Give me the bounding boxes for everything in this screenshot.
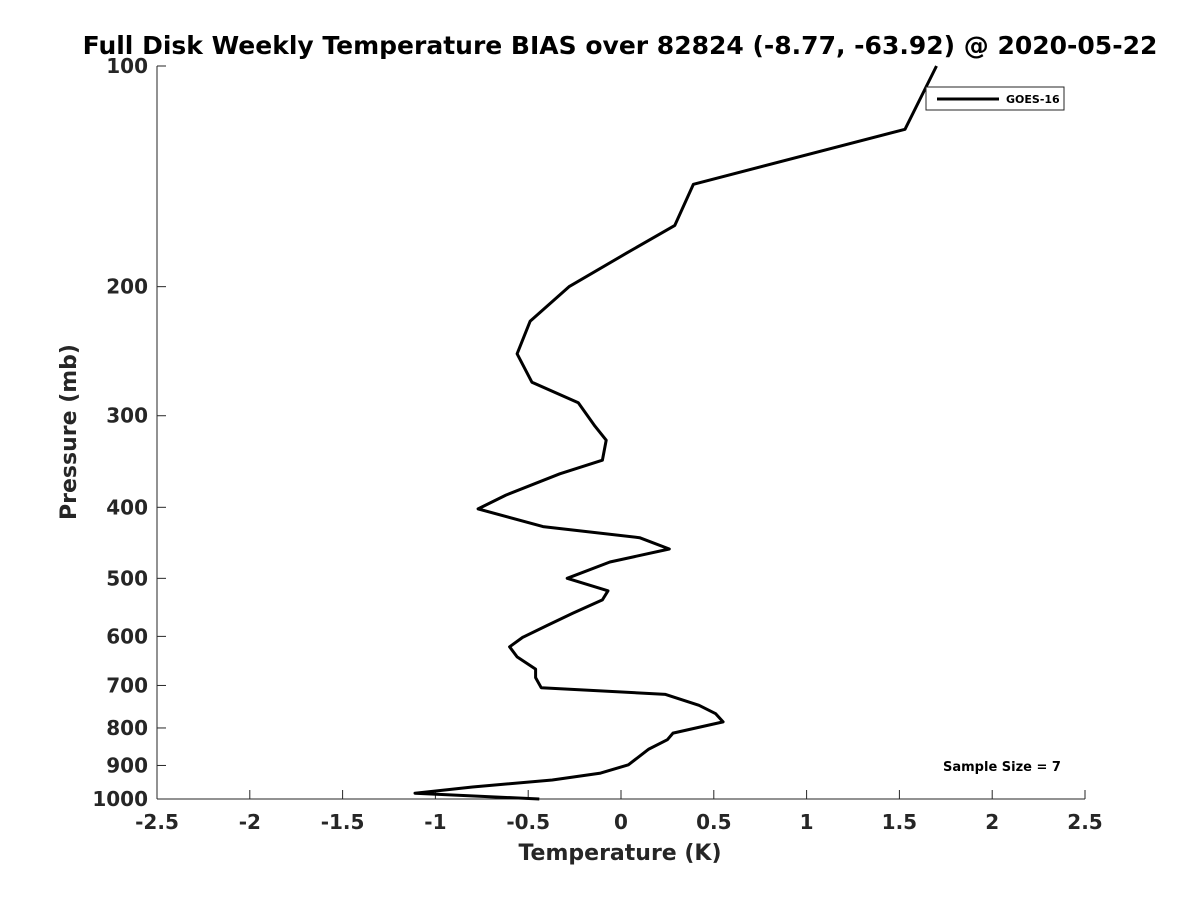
x-tick-label: 1: [800, 810, 814, 834]
y-axis-label: Pressure (mb): [57, 344, 82, 520]
y-tick-label: 600: [106, 624, 148, 648]
x-tick-label: -1.5: [321, 810, 365, 834]
x-tick-label: 2: [985, 810, 999, 834]
x-tick-label: -1: [424, 810, 446, 834]
x-tick-label: 0.5: [696, 810, 731, 834]
x-tick-label: 1.5: [882, 810, 917, 834]
legend-entry-goes-16: GOES-16: [1006, 93, 1060, 106]
y-tick-label: 400: [106, 495, 148, 519]
x-tick-label: -2.5: [135, 810, 179, 834]
x-tick-label: -0.5: [506, 810, 550, 834]
series-group: [413, 65, 938, 801]
axes: [156, 66, 1085, 800]
y-tick-label: 1000: [92, 787, 148, 811]
sample-size-annotation: Sample Size = 7: [943, 760, 1061, 775]
x-tick-label: 2.5: [1067, 810, 1102, 834]
y-tick-label: 900: [106, 753, 148, 777]
y-tick-label: 300: [106, 404, 148, 428]
x-axis-label: Temperature (K): [518, 841, 721, 866]
y-tick-label: 500: [106, 566, 148, 590]
y-tick-label: 100: [106, 54, 148, 78]
y-tick-label: 200: [106, 275, 148, 299]
x-tick-label: 0: [614, 810, 628, 834]
ticks: -2.5 -2 -1.5 -1 -0.5 0 0.5 1 1.5 2 2.5 100 200 300 400…: [92, 54, 1102, 834]
legend: GOES-16: [925, 86, 1065, 111]
chart-title: Full Disk Weekly Temperature BIAS over 8…: [83, 31, 1158, 60]
y-tick-label: 700: [106, 673, 148, 697]
y-tick-label: 800: [106, 716, 148, 740]
x-tick-label: -2: [239, 810, 261, 834]
series-line-goes-16: [413, 65, 938, 801]
